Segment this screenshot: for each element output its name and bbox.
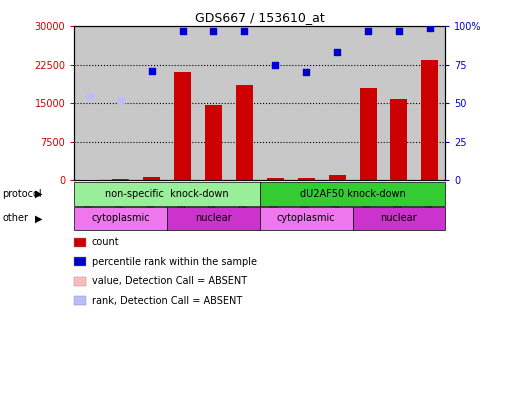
Bar	[236, 85, 253, 180]
Bar	[260, 26, 291, 180]
Point	[116, 97, 125, 103]
Bar	[167, 26, 198, 180]
Text: rank, Detection Call = ABSENT: rank, Detection Call = ABSENT	[92, 296, 242, 305]
Bar	[383, 26, 415, 180]
Bar	[105, 26, 136, 180]
Point	[302, 69, 310, 76]
Point	[364, 28, 372, 34]
Bar	[229, 26, 260, 180]
Text: value, Detection Call = ABSENT: value, Detection Call = ABSENT	[92, 276, 247, 286]
Bar	[415, 26, 445, 180]
Text: ▶: ▶	[35, 213, 43, 223]
Text: ▶: ▶	[35, 189, 43, 199]
Point	[86, 92, 94, 99]
Bar	[82, 179, 98, 180]
Bar	[205, 105, 222, 180]
Bar	[322, 26, 352, 180]
Bar	[298, 179, 314, 180]
Bar	[352, 26, 383, 180]
Bar	[112, 179, 129, 180]
Bar	[198, 26, 229, 180]
Bar	[143, 177, 160, 180]
Text: cytoplasmic: cytoplasmic	[277, 213, 336, 223]
Bar	[136, 26, 167, 180]
Bar	[421, 60, 438, 180]
Bar	[291, 26, 322, 180]
Point	[240, 28, 248, 34]
Text: nuclear: nuclear	[195, 213, 232, 223]
Text: other: other	[3, 213, 29, 223]
Bar	[390, 99, 407, 180]
Point	[148, 68, 156, 74]
Point	[271, 62, 280, 68]
Point	[395, 28, 403, 34]
Text: non-specific  knock-down: non-specific knock-down	[105, 189, 229, 199]
Text: cytoplasmic: cytoplasmic	[91, 213, 150, 223]
Title: GDS667 / 153610_at: GDS667 / 153610_at	[195, 11, 325, 24]
Bar	[329, 175, 346, 180]
Bar	[74, 26, 105, 180]
Text: nuclear: nuclear	[381, 213, 417, 223]
Point	[426, 25, 434, 31]
Point	[333, 49, 341, 56]
Bar	[360, 88, 377, 180]
Text: dU2AF50 knock-down: dU2AF50 knock-down	[300, 189, 405, 199]
Bar	[267, 178, 284, 180]
Text: protocol: protocol	[3, 189, 42, 199]
Point	[179, 28, 187, 34]
Point	[209, 28, 218, 34]
Text: percentile rank within the sample: percentile rank within the sample	[92, 257, 257, 266]
Text: count: count	[92, 237, 120, 247]
Bar	[174, 72, 191, 180]
